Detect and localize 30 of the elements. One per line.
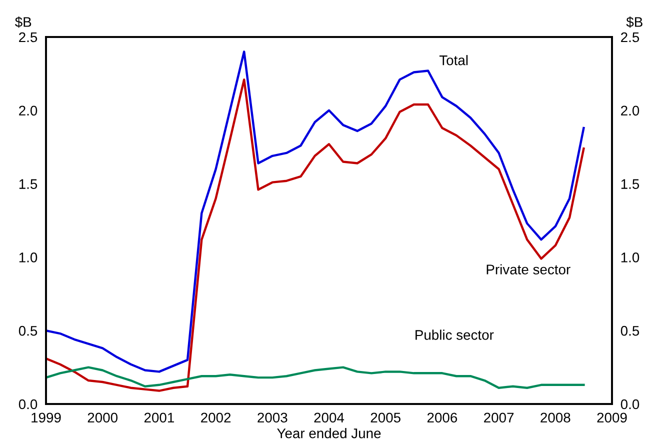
x-tick-label: 2002 xyxy=(201,412,231,423)
y-tick-label: 1.5 xyxy=(19,179,38,189)
x-tick-label: 2004 xyxy=(314,412,344,423)
x-tick-label: 2005 xyxy=(370,412,400,423)
y2-tick-label: 0.0 xyxy=(620,399,640,410)
y2-tick-label: 1.0 xyxy=(621,252,640,262)
series-label: Total xyxy=(439,55,468,66)
y2-axis-title: $B xyxy=(626,16,642,28)
y2-tick-label: 2.0 xyxy=(621,106,640,116)
x-tick-label: 2007 xyxy=(484,412,514,423)
x-axis-title: Year ended June xyxy=(277,428,381,438)
x-tick-label: 2008 xyxy=(540,412,570,423)
y2-tick-label: 0.5 xyxy=(620,326,640,336)
x-tick-label: 2009 xyxy=(597,412,627,423)
x-tick-label: 2000 xyxy=(88,412,118,423)
y2-tick-label: 1.5 xyxy=(621,179,640,189)
y2-tick-label: 2.5 xyxy=(621,32,640,42)
series-label: Private sector xyxy=(486,264,570,274)
x-tick-label: 2001 xyxy=(144,412,174,423)
text: Public sector xyxy=(416,330,494,340)
y-axis-title: $B xyxy=(15,16,32,28)
y-tick-label: 0.0 xyxy=(18,399,38,410)
x-tick-label: 2006 xyxy=(427,412,458,423)
y-tick-label: 2.5 xyxy=(19,32,38,42)
y-tick-label: 2.0 xyxy=(19,106,38,116)
x-tick-label: 1999 xyxy=(32,412,61,423)
x-tick-label: 2003 xyxy=(258,412,288,423)
line-series xyxy=(46,366,585,389)
y-tick-label: 0.5 xyxy=(18,326,38,336)
y-tick-label: 1.0 xyxy=(19,252,38,262)
